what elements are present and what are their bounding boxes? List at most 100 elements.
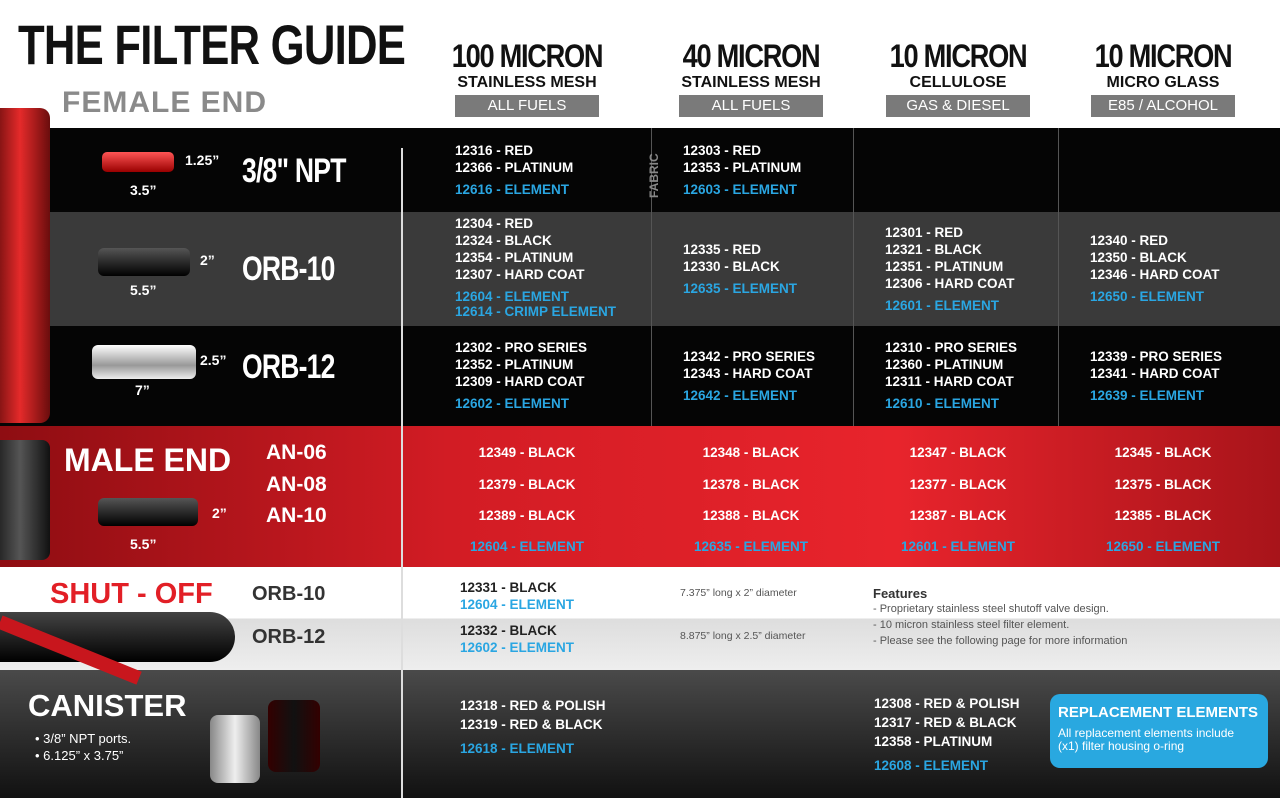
part-number: 12353 - PLATINUM (683, 159, 802, 175)
part-number: 12342 - PRO SERIES (683, 348, 816, 364)
male-title: MALE END (64, 442, 232, 478)
male-label: AN-08 (266, 473, 327, 496)
part-number: 12341 - HARD COAT (1090, 365, 1220, 381)
filter-icon (92, 345, 196, 379)
part-number: 12316 - RED (455, 142, 534, 158)
part-number: 12349 - BLACK (478, 445, 576, 460)
column-media: MICRO GLASS (1106, 74, 1220, 91)
shutoff-label: ORB-12 (252, 626, 326, 648)
part-number: 12324 - BLACK (455, 233, 552, 249)
column-fuel: GAS & DIESEL (886, 95, 1030, 117)
column-fuel: E85 / ALCOHOL (1091, 95, 1235, 117)
column-divider (651, 326, 652, 426)
size-note: 7.375” long x 2” diameter (680, 587, 797, 599)
element-number: 12601 - ELEMENT (885, 297, 1000, 313)
cell-tag: FABRIC (647, 153, 661, 198)
part-number: 12388 - BLACK (702, 508, 800, 523)
dim-length: 5.5” (130, 536, 157, 552)
feature-item: - Proprietary stainless steel shutoff va… (873, 603, 1109, 615)
dim-height: 2.5” (200, 352, 227, 368)
shutoff-title: SHUT - OFF (50, 578, 213, 610)
column-micron: 10 MICRON (1094, 38, 1233, 74)
callout-title: REPLACEMENT ELEMENTS (1058, 704, 1259, 721)
element-number: 12650 - ELEMENT (1090, 289, 1205, 305)
column-media: STAINLESS MESH (681, 74, 821, 91)
part-number: 12308 - RED & POLISH (874, 696, 1020, 711)
female-bg-2 (0, 212, 1280, 326)
part-number: 12318 - RED & POLISH (460, 698, 606, 713)
element-number: 12642 - ELEMENT (683, 387, 798, 403)
male-bg (0, 426, 1280, 567)
element-number: 12603 - ELEMENT (683, 181, 798, 197)
part-number: 12348 - BLACK (702, 445, 800, 460)
part-number: 12304 - RED (455, 216, 534, 232)
element-number: 12601 - ELEMENT (900, 539, 1016, 554)
column-divider (853, 326, 854, 426)
column-divider (853, 212, 854, 326)
column-divider (1058, 326, 1059, 426)
column-divider (651, 212, 652, 326)
title: THE FILTER GUIDE (18, 13, 406, 76)
part-number: 12317 - RED & BLACK (874, 715, 1017, 730)
part-number: 12347 - BLACK (909, 445, 1007, 460)
female-bg-3 (0, 326, 1280, 426)
column-divider (1058, 128, 1059, 212)
part-number: 12379 - BLACK (478, 477, 576, 492)
column-divider (651, 128, 652, 212)
dim-length: 5.5” (130, 282, 157, 298)
part-number: 12319 - RED & BLACK (460, 717, 603, 732)
element-number: 12604 - ELEMENT (460, 597, 575, 612)
part-number: 12385 - BLACK (1114, 508, 1212, 523)
part-number: 12366 - PLATINUM (455, 159, 574, 175)
filter-icon (98, 248, 190, 276)
size-note: 8.875” long x 2.5” diameter (680, 630, 806, 642)
part-number: 12310 - PRO SERIES (885, 340, 1018, 356)
element-number: 12614 - CRIMP ELEMENT (455, 304, 617, 320)
element-number: 12650 - ELEMENT (1105, 539, 1221, 554)
part-number: 12343 - HARD COAT (683, 365, 813, 381)
female-bg-1 (0, 128, 1280, 212)
part-number: 12309 - HARD COAT (455, 374, 585, 390)
filter-icon (98, 498, 198, 526)
part-number: 12360 - PLATINUM (885, 357, 1004, 373)
dim-height: 1.25” (185, 152, 220, 168)
row-label: ORB-12 (242, 348, 335, 386)
part-number: 12377 - BLACK (909, 477, 1007, 492)
element-number: 12602 - ELEMENT (460, 640, 575, 655)
part-number: 12351 - PLATINUM (885, 258, 1004, 274)
part-number: 12301 - RED (885, 224, 964, 240)
element-number: 12635 - ELEMENT (683, 280, 798, 296)
part-number: 12350 - BLACK (1090, 250, 1187, 266)
part-number: 12335 - RED (683, 241, 762, 257)
column-media: CELLULOSE (909, 74, 1007, 91)
feature-item: - 10 micron stainless steel filter eleme… (873, 619, 1070, 631)
dim-length: 3.5” (130, 182, 157, 198)
canister-title: CANISTER (28, 688, 187, 723)
part-number: 12346 - HARD COAT (1090, 267, 1220, 283)
element-number: 12616 - ELEMENT (455, 181, 570, 197)
dim-length: 7” (135, 382, 150, 398)
row-label: 3/8" NPT (242, 152, 346, 190)
divider (401, 148, 403, 798)
part-number: 12330 - BLACK (683, 258, 780, 274)
element-number: 12602 - ELEMENT (455, 396, 570, 412)
part-number: 12332 - BLACK (460, 623, 557, 638)
part-number: 12378 - BLACK (702, 477, 800, 492)
part-number: 12340 - RED (1090, 233, 1169, 249)
element-number: 12604 - ELEMENT (455, 289, 570, 305)
callout (1050, 694, 1268, 768)
callout-text: All replacement elements include (x1) fi… (1058, 726, 1235, 753)
dim-height: 2” (212, 505, 227, 521)
part-number: 12387 - BLACK (909, 508, 1007, 523)
part-number: 12306 - HARD COAT (885, 275, 1015, 291)
canister-bullet: • 6.125” x 3.75” (35, 748, 124, 763)
part-number: 12358 - PLATINUM (874, 734, 993, 749)
part-number: 12302 - PRO SERIES (455, 340, 588, 356)
subtitle: FEMALE END (62, 86, 267, 119)
column-fuel: ALL FUELS (455, 95, 599, 117)
male-label: AN-10 (266, 504, 327, 527)
part-number: 12331 - BLACK (460, 580, 557, 595)
canister-icon (210, 715, 260, 783)
column-micron: 10 MICRON (889, 38, 1028, 74)
